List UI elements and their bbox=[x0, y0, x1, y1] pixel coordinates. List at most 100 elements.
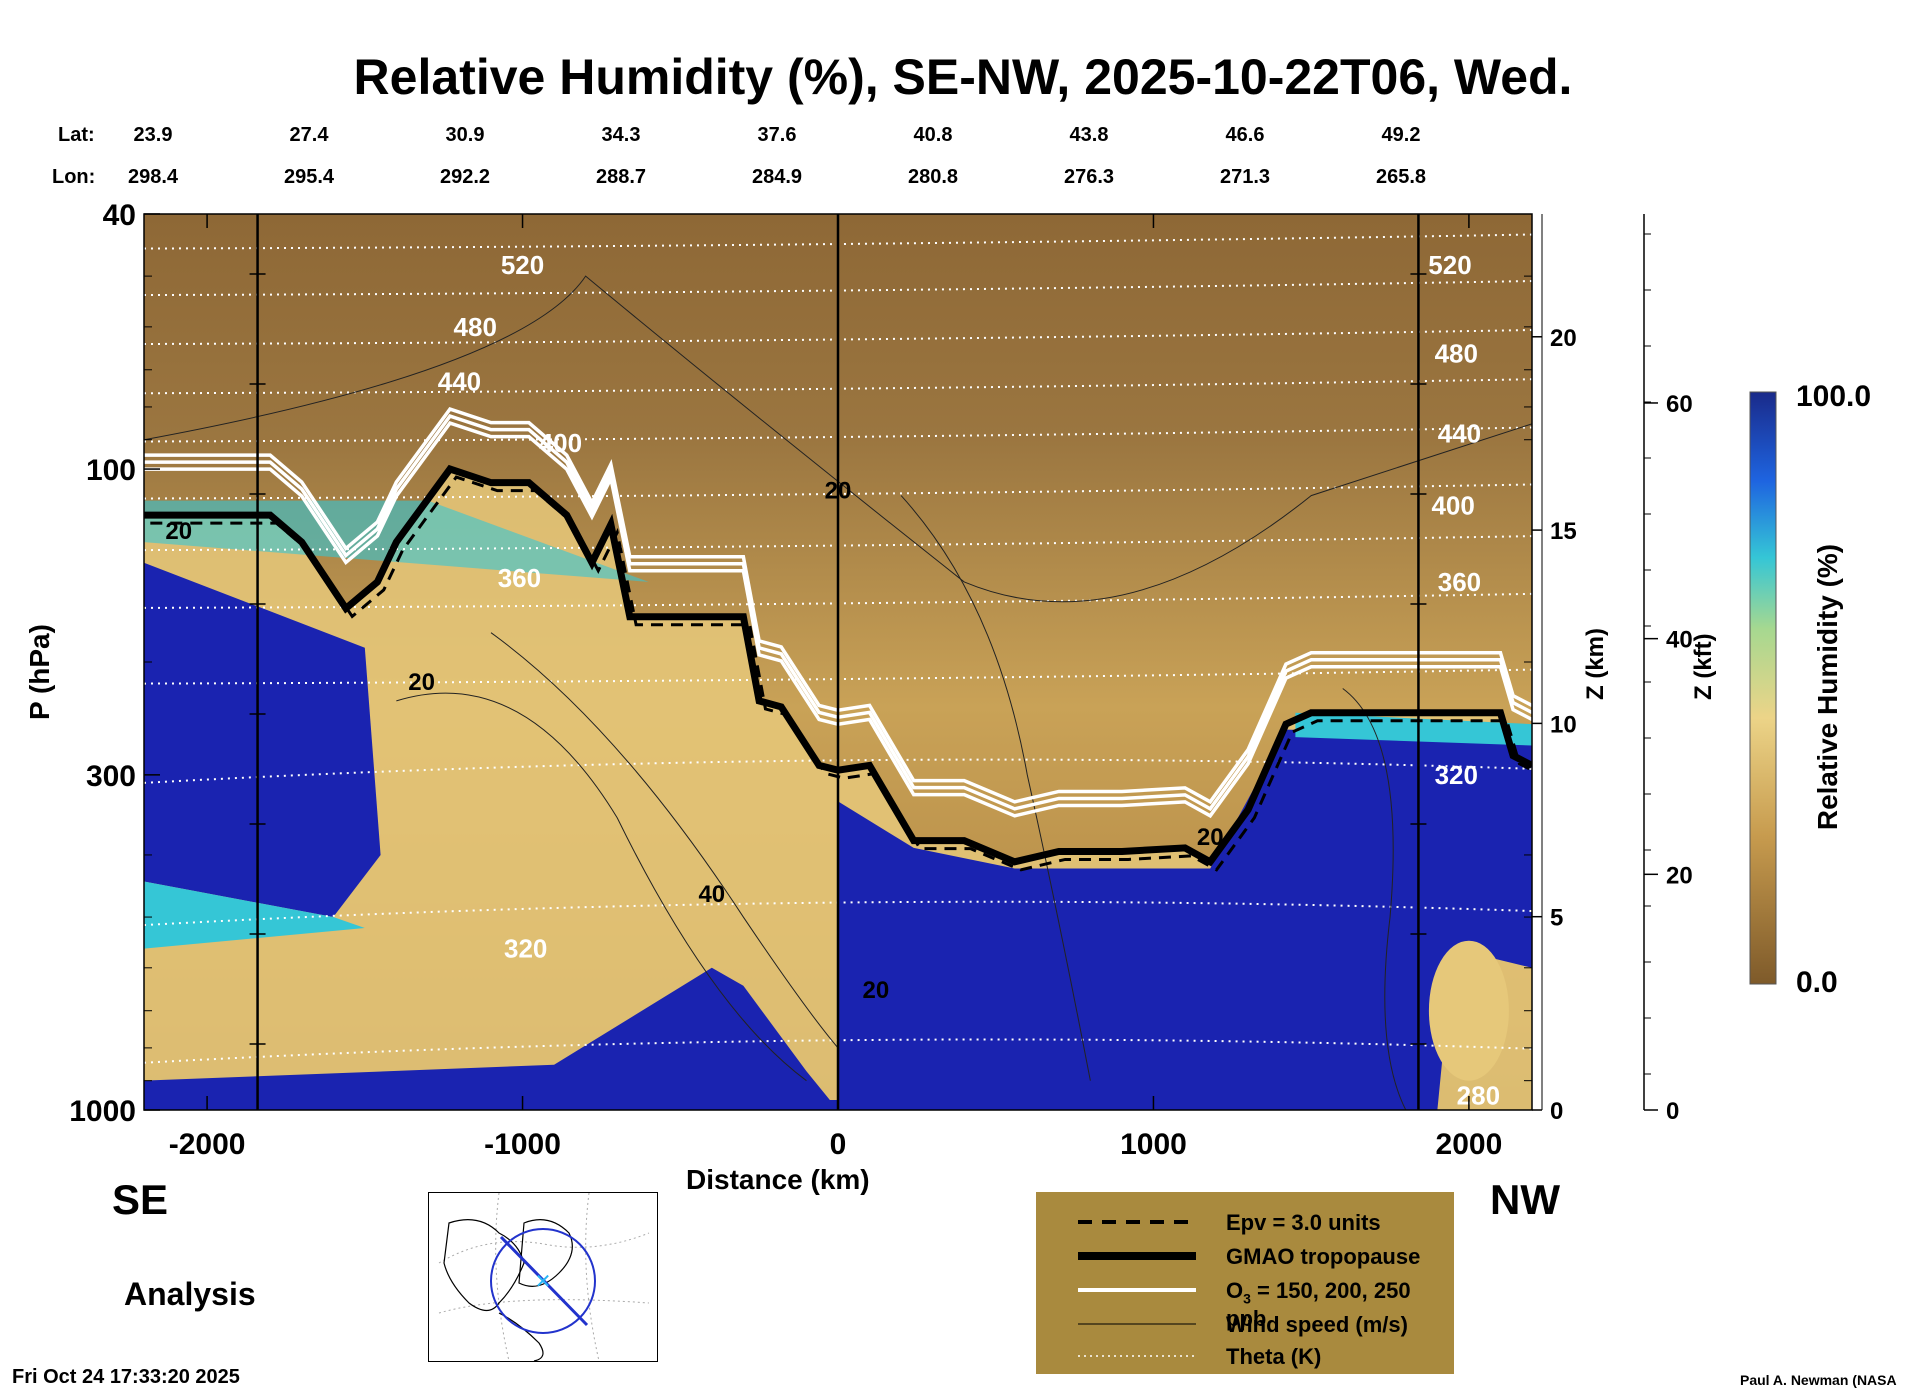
z-km-tick-label: 10 bbox=[1550, 711, 1577, 738]
theta-label: 360 bbox=[498, 563, 541, 593]
lon-value: 292.2 bbox=[439, 166, 491, 188]
globe-icon: ✕ bbox=[438, 1193, 650, 1361]
rh-wet-low bbox=[144, 967, 838, 1110]
wind-label: 20 bbox=[165, 518, 192, 545]
y-axis-title: P (hPa) bbox=[24, 624, 55, 720]
legend-theta: Theta (K) bbox=[1226, 1344, 1322, 1369]
theta-label: 280 bbox=[1457, 1081, 1500, 1111]
legend: Epv = 3.0 units GMAO tropopause O3 = 150… bbox=[1036, 1192, 1454, 1374]
wind-label: 40 bbox=[698, 881, 725, 908]
z-km-tick-label: 0 bbox=[1550, 1098, 1563, 1125]
wind-contour bbox=[144, 275, 1532, 603]
z-km-tick-label: 5 bbox=[1550, 905, 1563, 932]
z-kft-tick-label: 60 bbox=[1666, 391, 1693, 418]
legend-epv: Epv = 3.0 units bbox=[1226, 1210, 1381, 1235]
z-kft-tick-label: 20 bbox=[1666, 862, 1693, 889]
wind-contour bbox=[396, 692, 807, 1082]
z-km-tick-label: 20 bbox=[1550, 325, 1577, 352]
legend-o3: O3 = 150, 200, 250 ppb bbox=[1226, 1278, 1454, 1332]
wind-contour bbox=[900, 495, 1091, 1081]
contour-overlay: 520 480 440 400 360 320 280 520 480 440 400 360 320 2… bbox=[144, 214, 1532, 1111]
lon-value: 288.7 bbox=[595, 166, 647, 188]
se-label: SE bbox=[112, 1176, 169, 1223]
x-tick-label: -1000 bbox=[484, 1128, 561, 1161]
y-tick-label: 300 bbox=[86, 760, 136, 793]
z-km-title: Z (km) bbox=[1582, 628, 1609, 700]
lat-value: 49.2 bbox=[1381, 124, 1421, 146]
theta-label: 480 bbox=[1435, 338, 1478, 368]
colorbar-title: Relative Humidity (%) bbox=[1812, 543, 1843, 831]
lat-value: 40.8 bbox=[913, 124, 953, 146]
lat-value: 34.3 bbox=[601, 124, 641, 146]
theta-label: 520 bbox=[501, 250, 544, 280]
theta-label: 360 bbox=[1438, 567, 1481, 597]
theta-label: 400 bbox=[1431, 491, 1474, 521]
lon-value: 298.4 bbox=[127, 166, 179, 188]
o3-contour bbox=[144, 413, 1532, 812]
x-tick-label: 2000 bbox=[1436, 1128, 1503, 1161]
z-kft-tick-label: 40 bbox=[1666, 627, 1693, 654]
colorbar-max: 100.0 bbox=[1796, 380, 1872, 413]
x-tick-label: 0 bbox=[830, 1128, 847, 1161]
locator-map: ✕ bbox=[428, 1192, 658, 1362]
lon-value: 265.8 bbox=[1375, 166, 1427, 188]
lat-value: 37.6 bbox=[757, 124, 797, 146]
rh-wet-surface bbox=[144, 1100, 838, 1110]
theta-label: 480 bbox=[454, 312, 497, 342]
lat-value: 43.8 bbox=[1069, 124, 1109, 146]
wind-label: 20 bbox=[408, 669, 435, 696]
y-tick-label: 100 bbox=[86, 454, 136, 487]
legend-wind: Wind speed (m/s) bbox=[1226, 1312, 1408, 1337]
theta-label: 400 bbox=[539, 428, 582, 458]
lat-value: 30.9 bbox=[445, 124, 485, 146]
wind-contour bbox=[490, 632, 839, 1049]
x-tick-label: -2000 bbox=[169, 1128, 246, 1161]
theta-label: 320 bbox=[1435, 760, 1478, 790]
colorbar bbox=[1749, 391, 1777, 985]
rh-dry-pocket-nw bbox=[1428, 940, 1509, 1081]
x-tick-label: 1000 bbox=[1120, 1128, 1187, 1161]
z-kft-tick-label: 0 bbox=[1666, 1098, 1679, 1125]
legend-o3-sub: 3 bbox=[1243, 1290, 1251, 1307]
theta-label: 520 bbox=[1428, 250, 1471, 280]
lat-value: 27.4 bbox=[289, 124, 329, 146]
rh-wet-nw bbox=[838, 729, 1532, 1110]
legend-tropopause: GMAO tropopause bbox=[1226, 1244, 1421, 1269]
wind-contour bbox=[1342, 688, 1407, 1110]
lon-value: 295.4 bbox=[283, 166, 335, 188]
lon-value: 284.9 bbox=[751, 166, 803, 188]
wind-label: 20 bbox=[863, 977, 890, 1004]
wind-label: 20 bbox=[825, 477, 852, 504]
lon-value: 271.3 bbox=[1219, 166, 1271, 188]
legend-o3-o: O bbox=[1226, 1278, 1244, 1303]
legend-swatches bbox=[1078, 1220, 1196, 1357]
lat-value: 46.6 bbox=[1225, 124, 1265, 146]
wind-label: 20 bbox=[1197, 824, 1224, 851]
chart-title: Relative Humidity (%), SE-NW, 2025-10-22… bbox=[353, 49, 1573, 105]
z-kft-title: Z (kft) bbox=[1690, 633, 1717, 700]
colorbar-min: 0.0 bbox=[1796, 966, 1838, 999]
rh-moist-se bbox=[144, 881, 365, 949]
svg-text:✕: ✕ bbox=[535, 1271, 552, 1293]
theta-label: 440 bbox=[438, 366, 481, 396]
y-tick-label: 1000 bbox=[69, 1095, 136, 1128]
o3-contour bbox=[144, 420, 1532, 819]
rh-wet-se bbox=[144, 562, 381, 918]
lon-label: Lon: bbox=[52, 166, 96, 188]
theta-label: 320 bbox=[504, 934, 547, 964]
o3-contour bbox=[144, 406, 1532, 805]
tropopause-line bbox=[144, 464, 1532, 867]
theta-label: 440 bbox=[1438, 418, 1481, 448]
nw-label: NW bbox=[1490, 1176, 1560, 1223]
lon-value: 276.3 bbox=[1063, 166, 1115, 188]
lat-value: 23.9 bbox=[133, 124, 173, 146]
legend-o3-rest: = 150, 200, 250 ppb bbox=[1226, 1278, 1411, 1332]
lon-value: 280.8 bbox=[907, 166, 959, 188]
credit: Paul A. Newman (NASA bbox=[1740, 1372, 1897, 1388]
analysis-label: Analysis bbox=[124, 1276, 256, 1312]
timestamp: Fri Oct 24 17:33:20 2025 bbox=[12, 1366, 240, 1388]
z-km-tick-label: 15 bbox=[1550, 518, 1577, 545]
x-axis-title: Distance (km) bbox=[686, 1164, 870, 1195]
y-tick-label: 40 bbox=[103, 199, 136, 232]
